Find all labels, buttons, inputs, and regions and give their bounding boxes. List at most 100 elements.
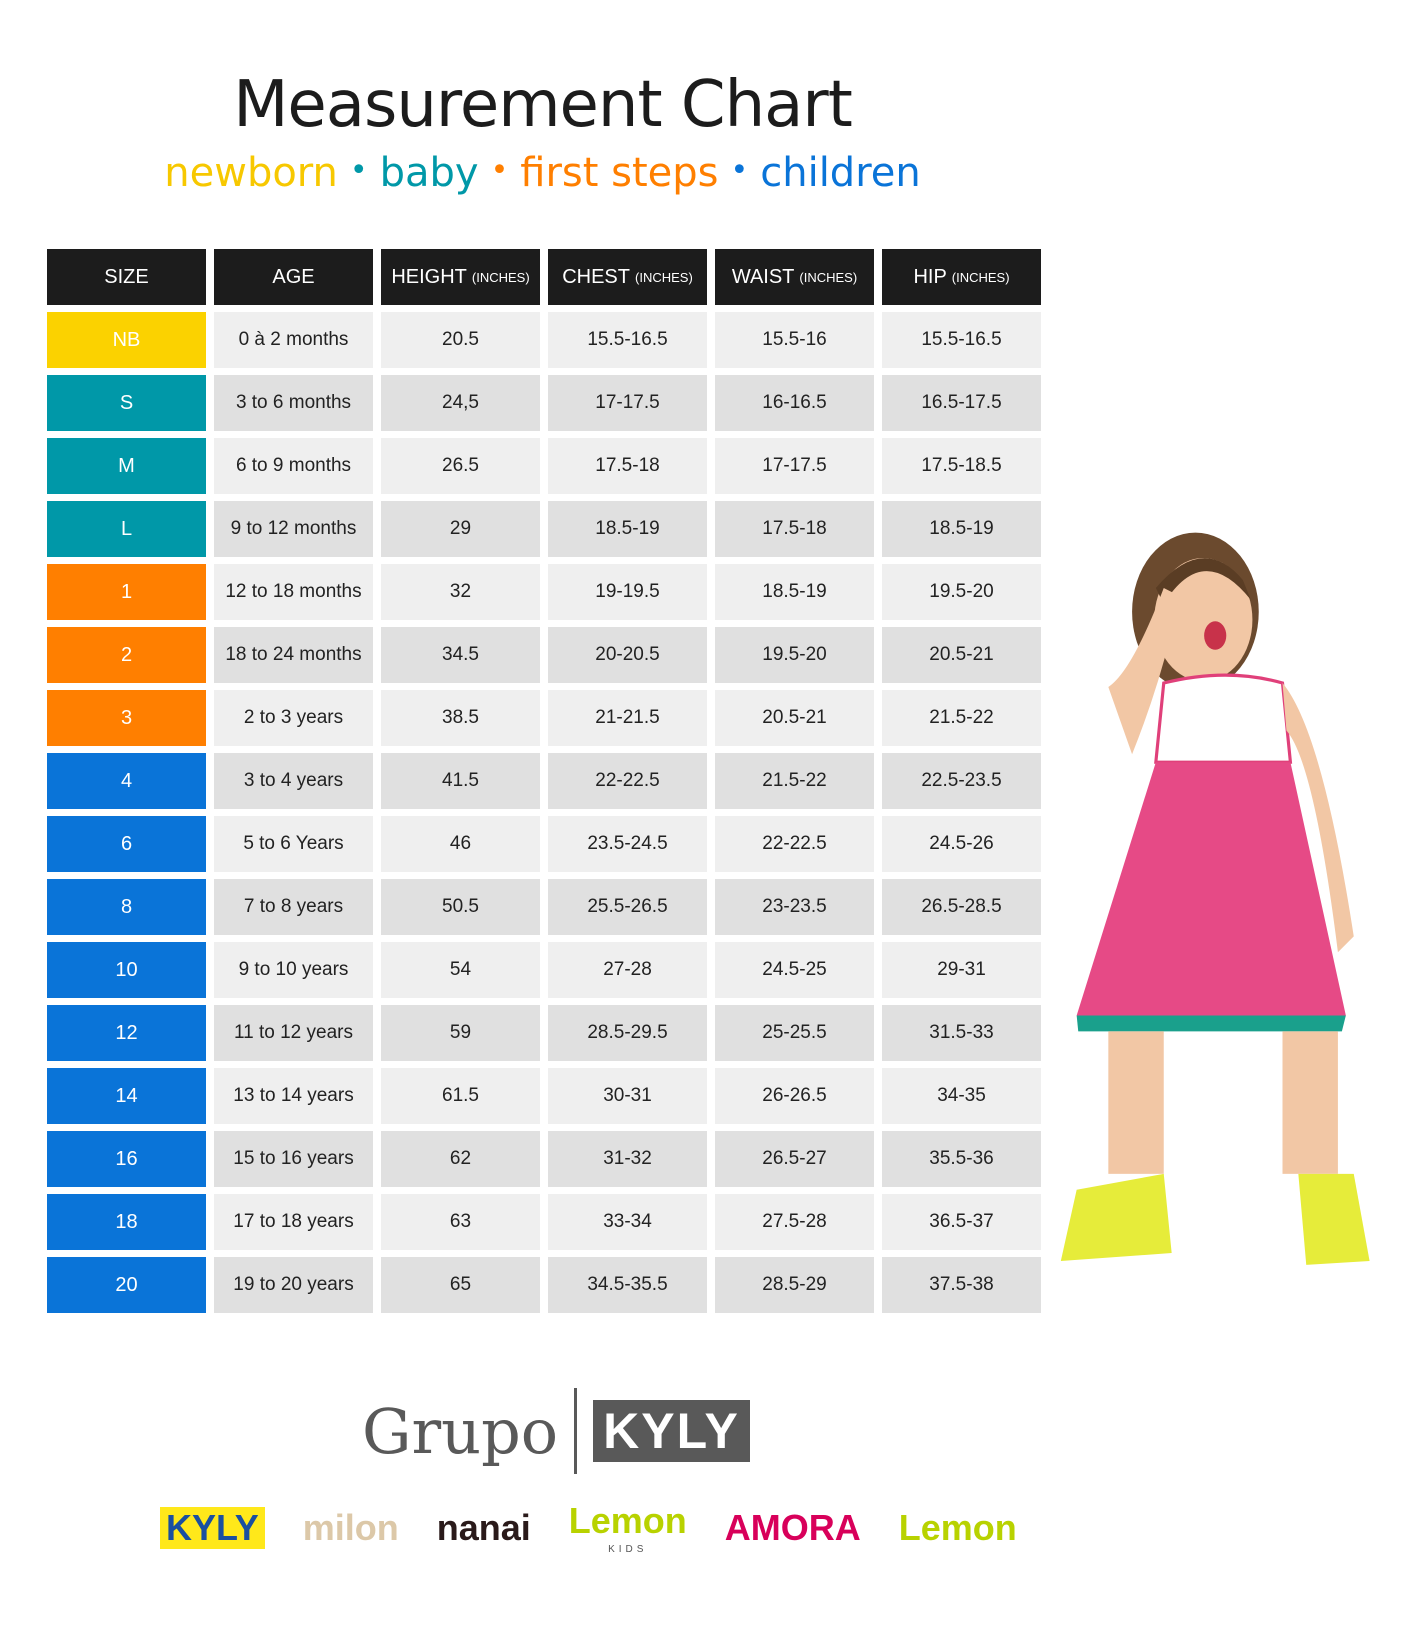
size-cell: 8 <box>47 879 206 935</box>
table-cell: 13 to 14 years <box>214 1068 373 1124</box>
brand-name: Lemon <box>898 1506 1017 1548</box>
table-cell: 20.5-21 <box>882 627 1041 683</box>
table-cell: 18.5-19 <box>882 501 1041 557</box>
grupo-kyly-logo: Grupo KYLY <box>362 1388 750 1474</box>
bullet-dot: • <box>349 153 368 188</box>
table-row: 20 19 to 20 years 65 34.5-35.5 28.5-29 37.5-3… <box>47 1257 1041 1313</box>
table-cell: 34.5 <box>381 627 540 683</box>
size-cell: 3 <box>47 690 206 746</box>
table-cell: 24.5-25 <box>715 942 874 998</box>
table-cell: 17.5-18 <box>548 438 707 494</box>
size-cell: 20 <box>47 1257 206 1313</box>
category-label: first steps <box>520 150 719 196</box>
table-cell: 21.5-22 <box>882 690 1041 746</box>
logo-divider <box>574 1388 578 1474</box>
table-cell: 25-25.5 <box>715 1005 874 1061</box>
table-cell: 19.5-20 <box>882 564 1041 620</box>
table-cell: 21-21.5 <box>548 690 707 746</box>
header-label: HEIGHT <box>391 265 467 288</box>
brand-logo: AMORA <box>725 1507 861 1549</box>
table-cell: 16-16.5 <box>715 375 874 431</box>
table-cell: 19.5-20 <box>715 627 874 683</box>
table-cell: 27-28 <box>548 942 707 998</box>
table-cell: 34-35 <box>882 1068 1041 1124</box>
table-cell: 21.5-22 <box>715 753 874 809</box>
category-subtitle: newborn • baby • first steps • children <box>0 150 1085 196</box>
size-cell: 16 <box>47 1131 206 1187</box>
table-cell: 15.5-16.5 <box>882 312 1041 368</box>
size-cell: M <box>47 438 206 494</box>
table-cell: 9 to 12 months <box>214 501 373 557</box>
table-cell: 24,5 <box>381 375 540 431</box>
header-unit: (INCHES) <box>635 269 693 285</box>
column-header: SIZE <box>47 249 206 305</box>
table-cell: 2 to 3 years <box>214 690 373 746</box>
brand-name: AMORA <box>724 1506 861 1548</box>
size-cell: 6 <box>47 816 206 872</box>
bullet-dot: • <box>490 153 509 188</box>
table-cell: 20.5 <box>381 312 540 368</box>
brand-subtext: KIDS <box>608 1544 648 1555</box>
header-label: SIZE <box>104 265 149 288</box>
table-cell: 41.5 <box>381 753 540 809</box>
table-cell: 54 <box>381 942 540 998</box>
size-cell: L <box>47 501 206 557</box>
table-cell: 19-19.5 <box>548 564 707 620</box>
table-cell: 17-17.5 <box>715 438 874 494</box>
table-cell: 15 to 16 years <box>214 1131 373 1187</box>
table-cell: 18.5-19 <box>548 501 707 557</box>
table-cell: 36.5-37 <box>882 1194 1041 1250</box>
category-label: newborn <box>164 150 338 196</box>
table-cell: 25.5-26.5 <box>548 879 707 935</box>
table-cell: 31.5-33 <box>882 1005 1041 1061</box>
category-label: children <box>760 150 921 196</box>
table-cell: 46 <box>381 816 540 872</box>
table-cell: 15.5-16 <box>715 312 874 368</box>
table-cell: 17.5-18.5 <box>882 438 1041 494</box>
table-cell: 26.5 <box>381 438 540 494</box>
table-row: 1 12 to 18 months 32 19-19.5 18.5-19 19.5-20 <box>47 564 1041 620</box>
brand-logo: Lemon KIDS <box>569 1500 687 1555</box>
girl-photo <box>1060 532 1370 1265</box>
table-cell: 34.5-35.5 <box>548 1257 707 1313</box>
header-unit: (INCHES) <box>471 269 530 285</box>
column-header: HIP (INCHES) <box>882 249 1041 305</box>
table-cell: 3 to 6 months <box>214 375 373 431</box>
table-row: 10 9 to 10 years 54 27-28 24.5-25 29-31 <box>47 942 1041 998</box>
brand-name: milon <box>302 1506 399 1548</box>
size-cell: S <box>47 375 206 431</box>
table-cell: 30-31 <box>548 1068 707 1124</box>
table-row: 12 11 to 12 years 59 28.5-29.5 25-25.5 31.5-3… <box>47 1005 1041 1061</box>
table-cell: 31-32 <box>548 1131 707 1187</box>
table-cell: 37.5-38 <box>882 1257 1041 1313</box>
table-row: 16 15 to 16 years 62 31-32 26.5-27 35.5-36 <box>47 1131 1041 1187</box>
table-cell: 65 <box>381 1257 540 1313</box>
size-cell: 4 <box>47 753 206 809</box>
table-cell: 18 to 24 months <box>214 627 373 683</box>
header-label: HIP <box>913 265 947 288</box>
header-unit: (INCHES) <box>951 269 1010 285</box>
table-cell: 62 <box>381 1131 540 1187</box>
table-cell: 23.5-24.5 <box>548 816 707 872</box>
table-cell: 28.5-29.5 <box>548 1005 707 1061</box>
kyly-text: KYLY <box>593 1400 750 1462</box>
table-cell: 17.5-18 <box>715 501 874 557</box>
table-cell: 18.5-19 <box>715 564 874 620</box>
table-cell: 29 <box>381 501 540 557</box>
size-cell: NB <box>47 312 206 368</box>
table-cell: 15.5-16.5 <box>548 312 707 368</box>
table-cell: 7 to 8 years <box>214 879 373 935</box>
table-cell: 22-22.5 <box>548 753 707 809</box>
table-cell: 59 <box>381 1005 540 1061</box>
measurement-table: SIZE AGE HEIGHT (INCHES) CHEST (INCHES) WAIST(… <box>47 249 1041 1320</box>
grupo-text: Grupo <box>362 1394 559 1468</box>
table-cell: 50.5 <box>381 879 540 935</box>
header-unit: (INCHES) <box>799 269 858 285</box>
header-label: CHEST <box>562 265 630 288</box>
table-cell: 20-20.5 <box>548 627 707 683</box>
header-label: WAIST <box>731 265 795 288</box>
table-cell: 29-31 <box>882 942 1041 998</box>
